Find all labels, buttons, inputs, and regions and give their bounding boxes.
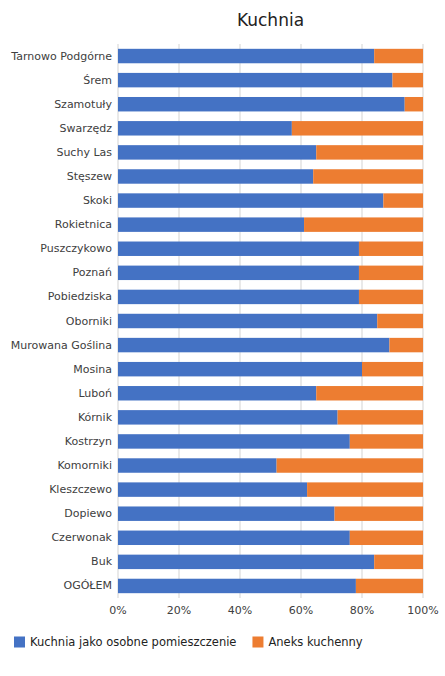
bar [292,121,423,135]
bar [118,531,350,545]
y-tick-label: Szamotuły [54,98,112,111]
y-tick-label: OGÓŁEM [64,579,112,592]
bar [118,217,304,231]
bar [316,386,423,400]
y-tick-label: Kostrzyn [65,435,112,448]
grid [118,44,423,598]
legend: Kuchnia jako osobne pomieszczenie Aneks k… [14,635,363,649]
y-tick-label: Kórnik [78,411,113,424]
bar [356,579,423,593]
bar [359,242,423,256]
bar [377,314,423,328]
bar [118,49,374,63]
bar [374,49,423,63]
y-tick-label: Śrem [83,74,112,87]
y-tick-label: Suchy Las [56,146,112,159]
y-tick-label: Swarzędz [59,122,112,135]
y-tick-label: Rokietnica [55,218,112,231]
bar [359,266,423,280]
bars [118,49,423,593]
bar [338,410,423,424]
y-tick-label: Stęszew [67,170,112,183]
x-tick-label: 20% [167,604,191,617]
x-tick-label: 100% [407,604,438,617]
y-tick-label: Mosina [73,363,112,376]
y-tick-label: Komorniki [57,459,112,472]
bar [313,169,423,183]
bar [118,555,374,569]
chart: Kuchnia 0% 20% 40% 60% 80% 100% OGÓŁEM Buk Czerwo… [0,0,445,676]
bar [304,217,423,231]
bar [118,338,389,352]
bar [118,242,359,256]
bar [405,97,423,111]
y-tick-label: Czerwonak [51,531,112,544]
bar [118,482,307,496]
y-tick-label: Dopiewo [64,507,112,520]
y-tick-label: Skoki [83,194,112,207]
bar [118,434,350,448]
bar [335,506,423,520]
bar [350,434,423,448]
bar [316,145,423,159]
bar [350,531,423,545]
legend-swatch [14,637,25,648]
y-tick-label: Oborniki [66,315,112,328]
bar [118,506,335,520]
x-tick-label: 0% [109,604,126,617]
bar [383,193,423,207]
bar [118,266,359,280]
y-tick-label: Luboń [78,387,112,400]
legend-label: Kuchnia jako osobne pomieszczenie [30,635,236,649]
bar [118,193,383,207]
bar [118,362,362,376]
legend-label: Aneks kuchenny [268,635,362,649]
bar [277,458,423,472]
title: Kuchnia [237,10,304,30]
bar [118,121,292,135]
bar [118,386,316,400]
y-tick-label: Kleszczewo [49,483,112,496]
legend-swatch [252,637,263,648]
bar [118,169,313,183]
bar [118,73,393,87]
x-tick-label: 40% [228,604,252,617]
bar [118,410,338,424]
bar [389,338,423,352]
bar [118,290,359,304]
y-tick-label: Murowana Goślina [11,339,112,352]
y-tick-label: Buk [91,555,113,568]
bar [393,73,424,87]
bar [359,290,423,304]
y-tick-label: Puszczykowo [40,242,112,255]
bar [118,579,356,593]
bar [118,97,405,111]
bar [374,555,423,569]
bar [362,362,423,376]
bar [118,458,277,472]
y-tick-label: Tarnowo Podgórne [10,50,112,63]
x-tick-label: 80% [350,604,374,617]
bar [118,314,377,328]
y-tick-label: Poznań [73,266,112,279]
x-tick-label: 60% [289,604,313,617]
bar [118,145,316,159]
bar [307,482,423,496]
y-tick-label: Pobiedziska [48,290,112,303]
